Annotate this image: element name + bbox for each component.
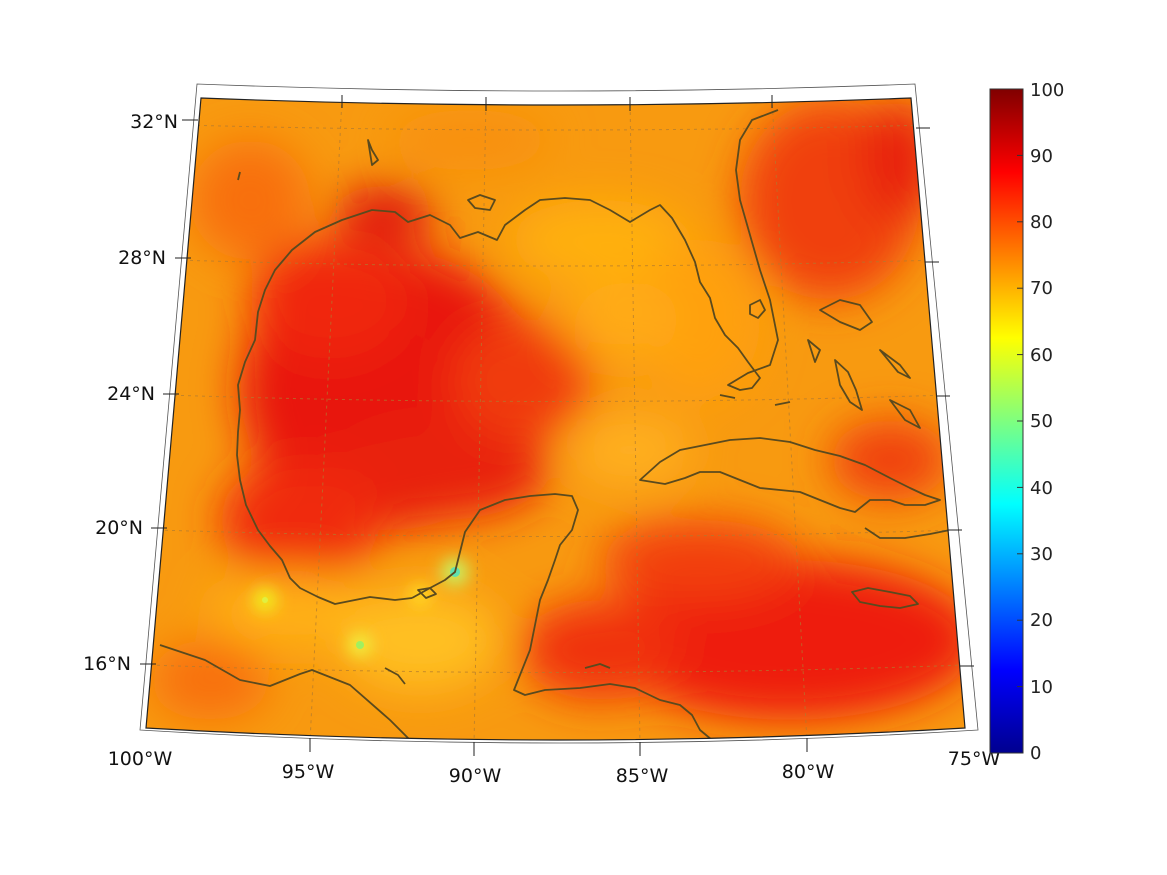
map-frame — [139, 83, 979, 744]
cuba — [639, 437, 941, 513]
graticule — [149, 98, 965, 740]
colorbar-label-100: 100 — [1030, 80, 1064, 101]
frame-ticks — [140, 95, 974, 756]
lat-label-24n: 24°N — [107, 383, 155, 405]
lon-labels: 100°W 95°W 90°W 85°W 80°W 75°W — [108, 748, 1001, 787]
lon-label-75w: 75°W — [948, 748, 1001, 770]
colorbar-label-0: 0 — [1030, 743, 1041, 764]
lat-label-20n: 20°N — [95, 517, 143, 539]
colorbar-label-90: 90 — [1030, 146, 1053, 167]
lon-label-85w: 85°W — [616, 765, 669, 787]
lon-label-95w: 95°W — [282, 761, 335, 783]
lat-labels: 32°N 28°N 24°N 20°N 16°N — [83, 111, 178, 675]
colorbar-label-60: 60 — [1030, 345, 1053, 366]
colorbar-label-80: 80 — [1030, 212, 1053, 233]
colorbar-label-30: 30 — [1030, 544, 1053, 565]
colorbar: 0 10 20 30 40 50 60 70 80 90 100 — [989, 80, 1064, 764]
colorbar-label-70: 70 — [1030, 278, 1053, 299]
colorbar-label-20: 20 — [1030, 610, 1053, 631]
coastlines — [159, 109, 951, 740]
lat-label-28n: 28°N — [118, 247, 166, 269]
colorbar-label-10: 10 — [1030, 677, 1053, 698]
jamaica — [851, 587, 919, 609]
lon-label-100w: 100°W — [108, 748, 173, 770]
gulf-coast — [236, 109, 779, 605]
lat-label-32n: 32°N — [130, 111, 178, 133]
colorbar-ticks — [1017, 154, 1023, 688]
colorbar-labels: 0 10 20 30 40 50 60 70 80 90 100 — [1030, 80, 1064, 764]
colorbar-label-50: 50 — [1030, 411, 1053, 432]
lat-label-16n: 16°N — [83, 653, 131, 675]
heatmap-field — [146, 98, 965, 740]
lon-label-90w: 90°W — [449, 765, 502, 787]
colorbar-label-40: 40 — [1030, 478, 1053, 499]
yucatan — [411, 493, 713, 740]
lon-label-80w: 80°W — [782, 761, 835, 783]
